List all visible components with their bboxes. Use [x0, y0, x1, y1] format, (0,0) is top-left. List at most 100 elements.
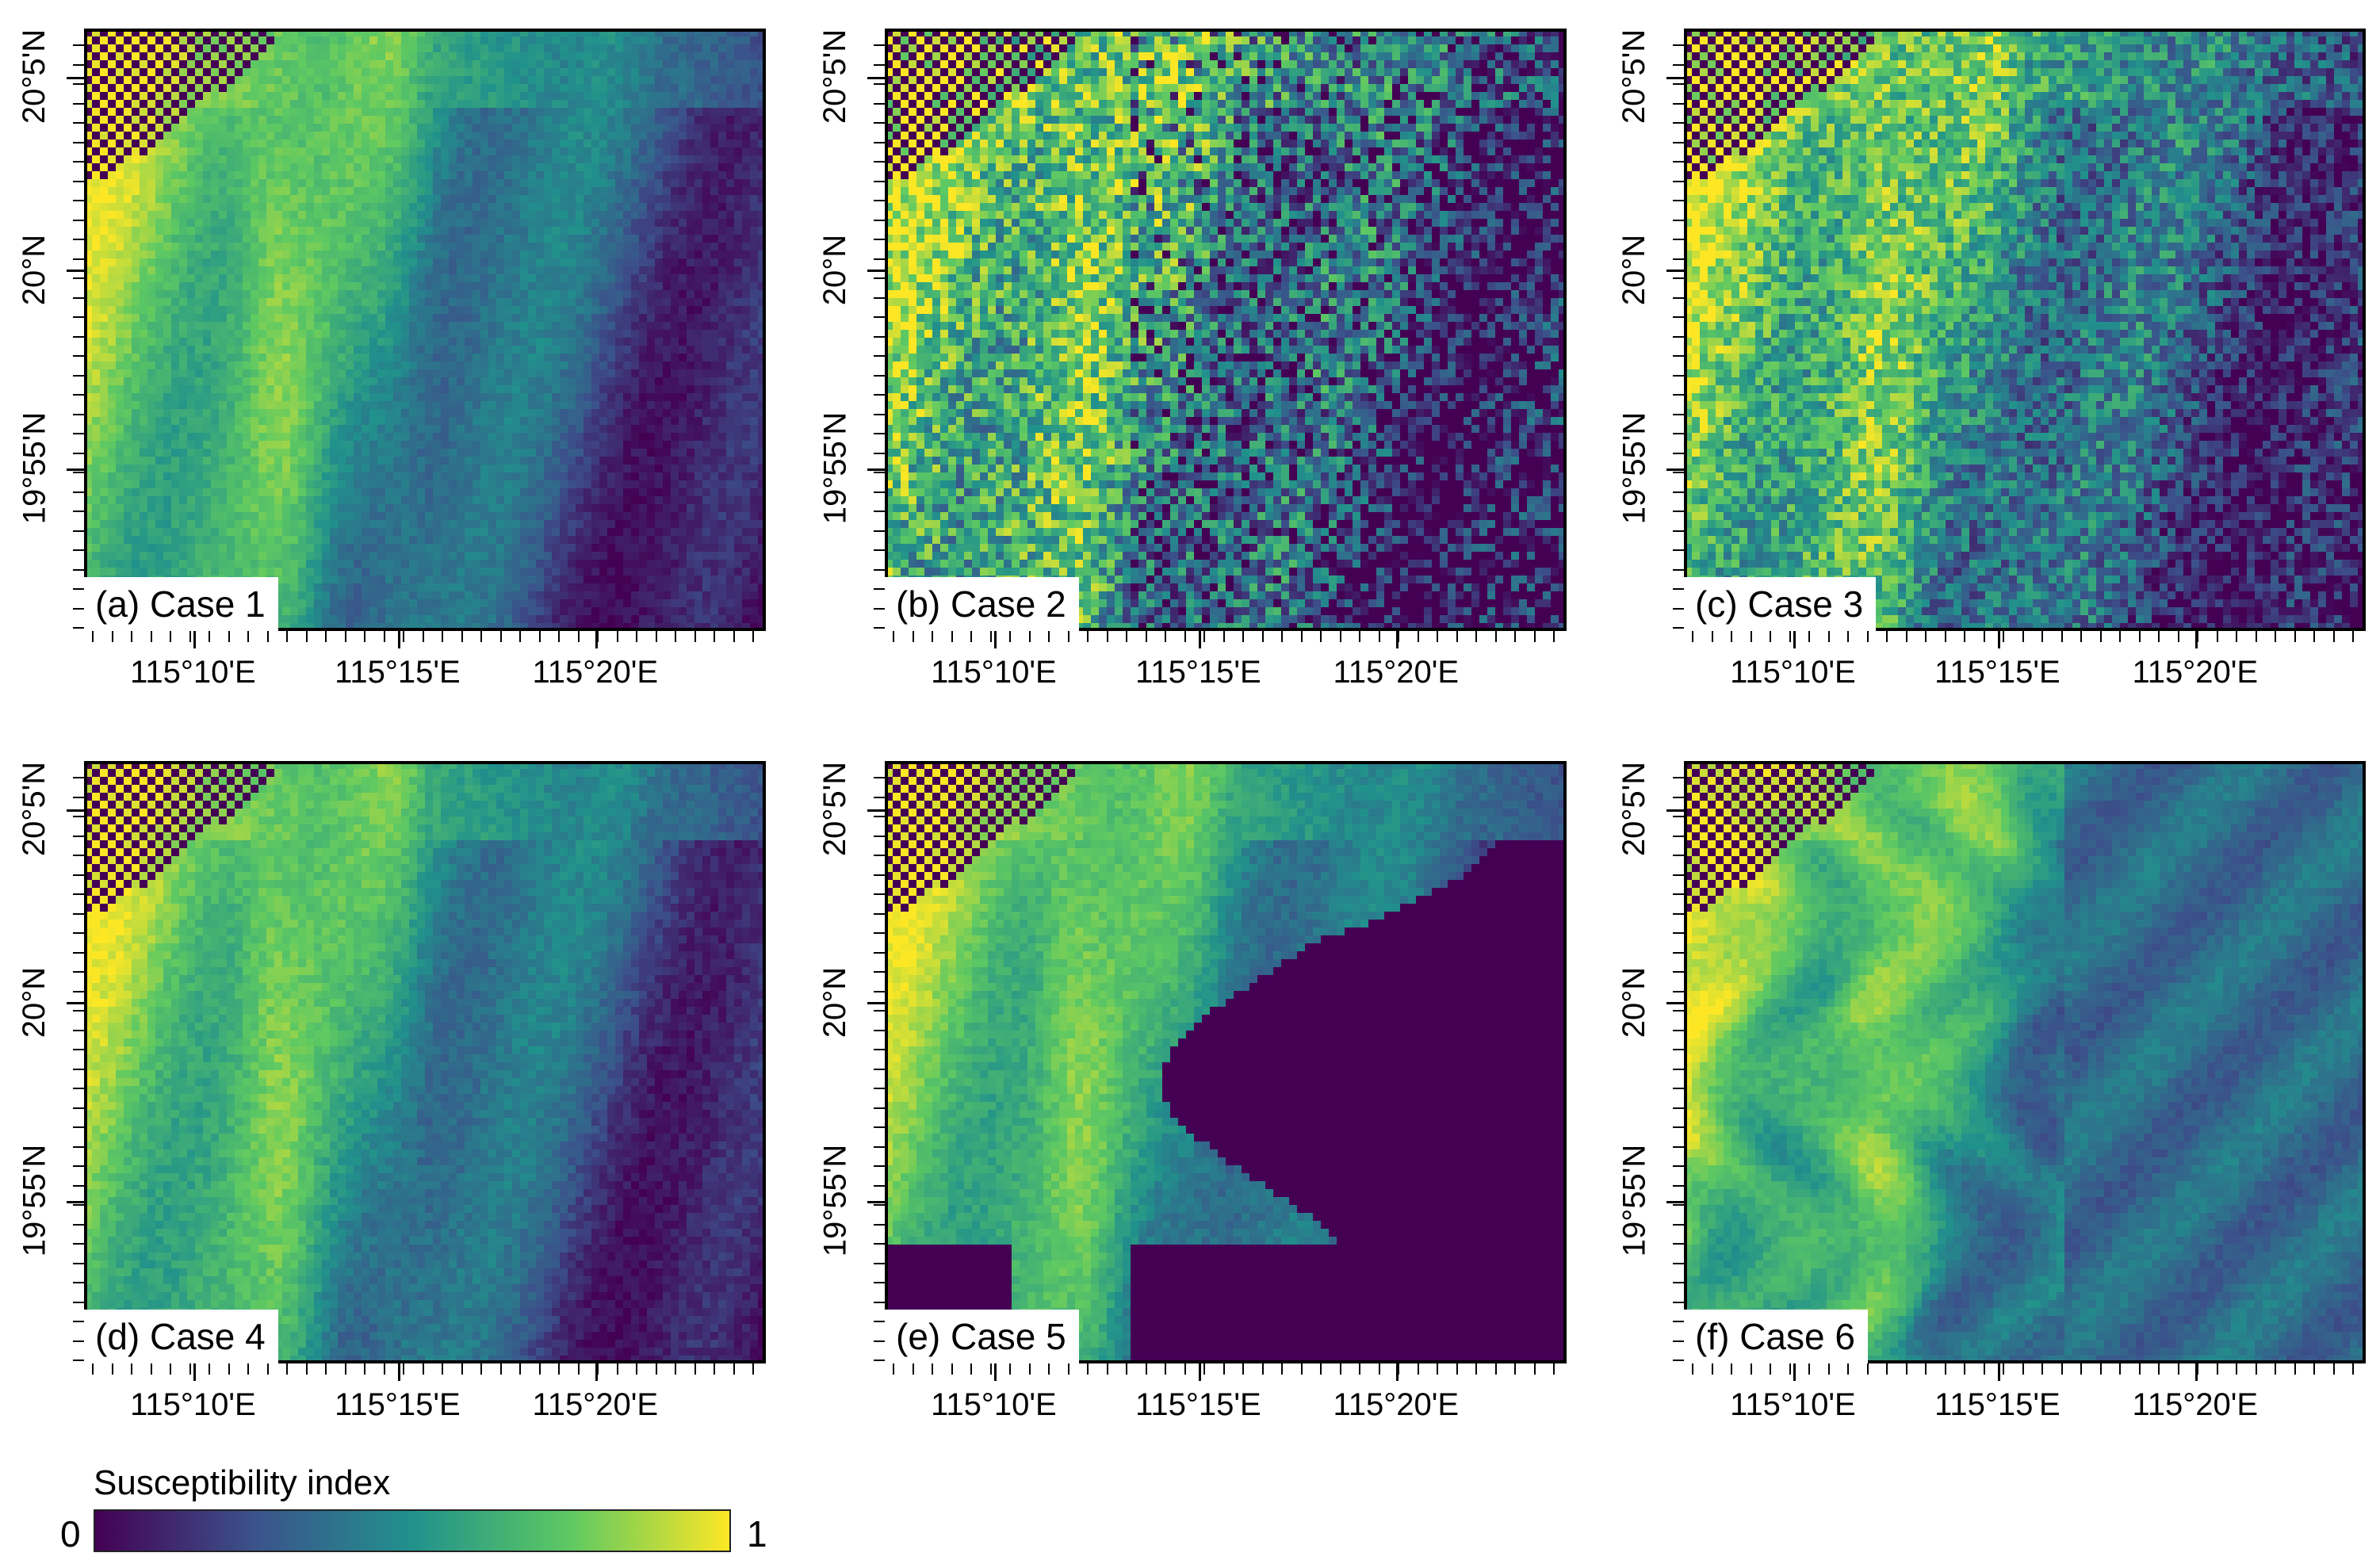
y-tick: [1673, 816, 1684, 817]
x-tick: [694, 1363, 696, 1375]
x-tick: [675, 631, 676, 642]
x-axis-label: 115°10'E: [1730, 655, 1856, 690]
x-axis-label: 115°20'E: [1333, 1387, 1460, 1422]
x-axis-label: 115°15'E: [335, 655, 461, 690]
y-tick: [73, 1204, 84, 1206]
x-tick: [1339, 631, 1341, 642]
y-tick: [874, 1340, 885, 1342]
x-major-tick: [397, 631, 400, 648]
y-tick: [73, 893, 84, 895]
colorbar-min-label: 0: [60, 1513, 81, 1555]
y-axis-label: 20°N: [1617, 234, 1652, 305]
x-axis-label: 115°20'E: [2132, 1387, 2259, 1422]
y-tick: [1673, 1360, 1684, 1361]
y-axis-label: 19°55'N: [16, 412, 52, 525]
y-tick: [1673, 511, 1684, 512]
x-tick: [2313, 1363, 2315, 1375]
x-tick: [1048, 1363, 1050, 1375]
x-tick: [1886, 631, 1888, 642]
x-axis-label: 115°10'E: [130, 655, 256, 690]
x-tick: [364, 631, 365, 642]
x-tick: [305, 1363, 308, 1375]
y-tick: [73, 511, 84, 512]
y-tick: [874, 1360, 885, 1361]
x-tick: [1281, 1363, 1283, 1375]
y-tick: [73, 1088, 84, 1089]
y-major-tick: [1666, 809, 1684, 812]
y-tick: [874, 200, 885, 201]
y-tick: [1673, 932, 1684, 934]
x-tick: [989, 1363, 992, 1375]
y-tick: [73, 1184, 84, 1187]
x-tick: [1300, 631, 1303, 642]
y-tick: [1673, 530, 1684, 532]
y-tick: [73, 971, 84, 973]
y-tick: [874, 433, 885, 434]
y-tick: [1673, 1126, 1684, 1128]
y-tick: [1673, 200, 1684, 201]
y-axis-label: 19°55'N: [1616, 412, 1651, 525]
y-tick: [874, 355, 885, 357]
x-tick: [442, 1363, 443, 1375]
x-tick: [1533, 631, 1536, 642]
y-axis-label: 19°55'N: [1616, 1145, 1651, 1257]
y-tick: [1673, 1145, 1684, 1148]
x-tick: [442, 631, 443, 642]
x-tick: [1494, 631, 1497, 642]
y-tick: [874, 1145, 885, 1148]
x-tick: [2119, 1363, 2121, 1375]
x-tick: [2158, 1363, 2160, 1375]
y-tick: [73, 1010, 84, 1012]
x-tick: [1087, 1363, 1089, 1375]
y-tick: [1673, 1184, 1684, 1187]
y-tick: [874, 588, 885, 590]
x-tick: [1553, 631, 1555, 642]
y-axis-label: 20°N: [817, 234, 853, 305]
x-tick: [1905, 1363, 1907, 1375]
x-tick: [1203, 631, 1205, 642]
x-tick: [1808, 631, 1810, 642]
x-tick: [131, 1363, 132, 1375]
x-tick: [1437, 1363, 1438, 1375]
x-tick: [2177, 1363, 2179, 1375]
y-major-tick: [1666, 1200, 1684, 1203]
x-tick: [2255, 1363, 2257, 1375]
y-tick: [874, 394, 885, 396]
x-tick: [2236, 1363, 2237, 1375]
x-tick: [422, 1363, 424, 1375]
y-tick: [1673, 258, 1684, 260]
x-tick: [2119, 631, 2121, 642]
y-tick: [1673, 951, 1684, 954]
x-tick: [325, 1363, 327, 1375]
x-tick: [1514, 631, 1516, 642]
y-tick: [874, 1321, 885, 1322]
x-tick: [1770, 1363, 1771, 1375]
x-tick: [1750, 631, 1752, 642]
y-tick: [874, 1243, 885, 1245]
x-tick: [597, 631, 599, 642]
y-tick: [73, 277, 84, 279]
y-tick: [73, 1068, 84, 1070]
map-panel-case-5: (e) Case 5: [885, 761, 1567, 1363]
x-tick: [170, 631, 171, 642]
x-major-tick: [1997, 1363, 2000, 1381]
y-tick: [73, 258, 84, 260]
y-tick: [73, 1223, 84, 1226]
x-major-tick: [595, 1363, 598, 1381]
y-tick: [73, 1029, 84, 1031]
y-major-tick: [867, 76, 885, 79]
x-tick: [2275, 1363, 2276, 1375]
x-tick: [2294, 631, 2296, 642]
y-major-tick: [1666, 468, 1684, 471]
y-tick: [1673, 1010, 1684, 1012]
y-major-tick: [67, 809, 84, 812]
y-tick: [73, 180, 84, 182]
y-tick: [874, 277, 885, 279]
x-tick: [1827, 1363, 1830, 1375]
colorbar-title: Susceptibility index: [94, 1463, 391, 1502]
x-tick: [1866, 1363, 1869, 1375]
y-tick: [73, 102, 84, 105]
x-tick: [1165, 631, 1166, 642]
y-axis-label: 20°5'N: [17, 29, 52, 124]
x-tick: [1126, 631, 1127, 642]
